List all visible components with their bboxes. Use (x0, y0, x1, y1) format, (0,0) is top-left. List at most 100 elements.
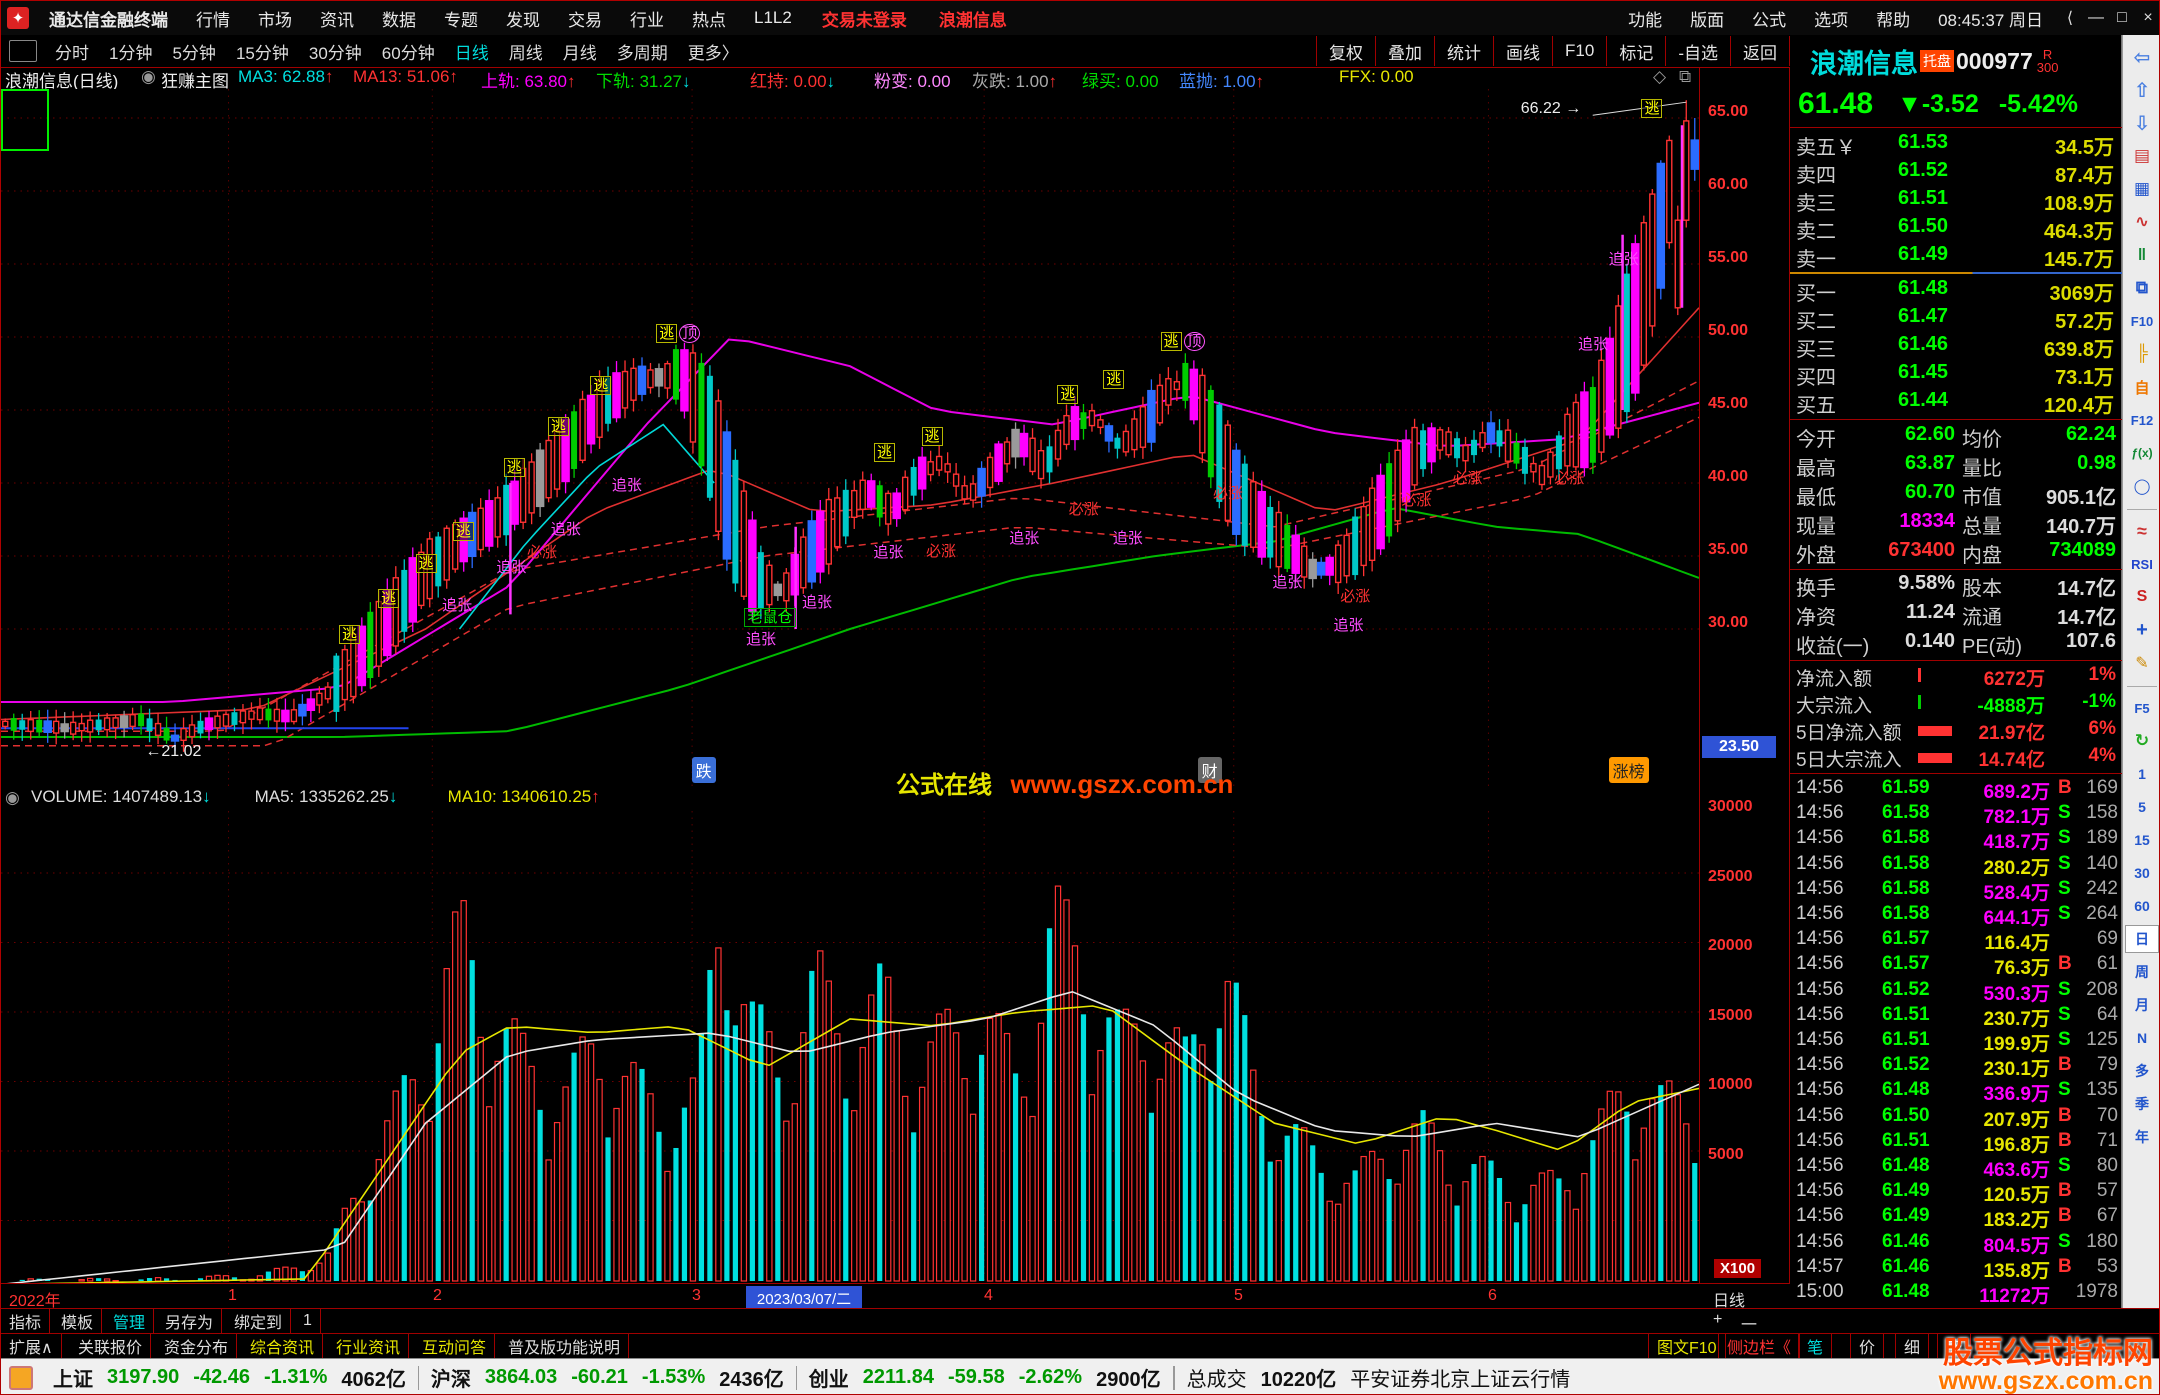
tab-关联报价[interactable]: 关联报价 (70, 1334, 152, 1358)
menu-item-1[interactable]: 市场 (258, 10, 292, 30)
collapse-icon[interactable]: ◉ (141, 67, 156, 86)
back-icon[interactable]: ⇦ (2133, 46, 2151, 69)
menu-item-5[interactable]: 发现 (506, 10, 540, 30)
index-quote-沪深[interactable]: 沪深 3864.03 -60.21 -1.53% 2436亿 (430, 1366, 784, 1391)
menu-right-3[interactable]: 选项 (1814, 10, 1849, 30)
period-tab-30分钟[interactable]: 30分钟 (308, 43, 362, 63)
period-5[interactable]: 5 (2138, 799, 2146, 815)
tab-价[interactable]: 价 (1850, 1334, 1885, 1358)
index-quote-创业[interactable]: 创业 2211.84 -59.58 -2.62% 2900亿 (808, 1366, 1161, 1391)
pages-icon[interactable]: ⧉ (2135, 278, 2149, 297)
menu-item-3[interactable]: 数据 (382, 10, 416, 30)
menu-item-2[interactable]: 资讯 (320, 10, 354, 30)
period-60[interactable]: 60 (2134, 898, 2150, 914)
menu-item-9[interactable]: L1L2 (754, 8, 792, 27)
period-tab-15分钟[interactable]: 15分钟 (235, 43, 289, 63)
f12-button[interactable]: F12 (2130, 412, 2154, 428)
tab-综合资讯[interactable]: 综合资讯 (242, 1334, 324, 1358)
pencil-icon[interactable]: ✎ (2135, 655, 2149, 672)
report-icon[interactable]: ▤ (2133, 146, 2151, 165)
menu-right-0[interactable]: 功能 (1628, 10, 1663, 30)
period-1[interactable]: 1 (2138, 766, 2146, 782)
menu-item-6[interactable]: 交易 (568, 10, 602, 30)
period-n[interactable]: N (2136, 1030, 2148, 1046)
tab-资金分布[interactable]: 资金分布 (156, 1334, 238, 1358)
nav-back-button[interactable]: ⟨ (2066, 10, 2074, 27)
toolbar-button--自选[interactable]: -自选 (1665, 36, 1730, 66)
tab-细[interactable]: 细 (1895, 1334, 1930, 1358)
down-icon[interactable]: ⇩ (2133, 112, 2151, 135)
menu-item-4[interactable]: 专题 (444, 10, 478, 30)
period-day[interactable]: 日 (2125, 925, 2159, 953)
rsi-button[interactable]: RSI (2131, 556, 2153, 572)
order-book-row-buy-3[interactable]: 买三 61.46 639.8万 (1796, 333, 2114, 361)
alert-stock[interactable]: 浪潮信息 (938, 10, 1007, 30)
refresh-icon[interactable]: ↻ (2134, 731, 2150, 750)
period-tab-分时[interactable]: 分时 (55, 43, 89, 63)
trend-line-icon[interactable]: ∿ (2134, 212, 2150, 231)
menu-right-1[interactable]: 版面 (1690, 10, 1725, 30)
tab-指标[interactable]: 指标 (1, 1309, 51, 1333)
tab-侧边栏《[interactable]: 侧边栏《 (1718, 1334, 1801, 1358)
menu-right-2[interactable]: 公式 (1752, 10, 1787, 30)
order-book-row-sell-1[interactable]: 卖一 61.49 145.7万 (1796, 243, 2114, 271)
move-icon[interactable]: + (2136, 618, 2148, 641)
order-book-row-buy-5[interactable]: 买五 61.44 120.4万 (1796, 389, 2114, 417)
toolbar-button-叠加[interactable]: 叠加 (1375, 36, 1434, 66)
period-week[interactable]: 周 (2135, 964, 2149, 980)
order-book-row-sell-4[interactable]: 卖四 61.52 87.4万 (1796, 159, 2114, 187)
period-tab-周线[interactable]: 周线 (508, 43, 543, 63)
zoom-out-button[interactable]: 一 (1741, 1317, 1758, 1334)
maximize-pane-icon[interactable]: ⧉ (1679, 67, 1692, 86)
chat-badge-涨榜[interactable]: 涨榜 (1608, 757, 1649, 783)
status-icon[interactable] (9, 1365, 33, 1390)
period-tab-月线[interactable]: 月线 (562, 43, 597, 63)
chat-badge-跌[interactable]: 跌 (691, 757, 716, 783)
menu-item-0[interactable]: 行情 (196, 10, 230, 30)
self-stock-icon[interactable]: 自 (2134, 379, 2150, 397)
tab-另存为[interactable]: 另存为 (157, 1309, 223, 1333)
restore-button[interactable]: □ (2117, 9, 2127, 26)
tree-icon[interactable]: ╠ (2136, 345, 2148, 362)
tab-图文F10[interactable]: 图文F10 (1648, 1334, 1726, 1358)
period-multi[interactable]: 多 (2135, 1063, 2149, 1079)
tab-绑定到[interactable]: 绑定到 (226, 1309, 292, 1333)
index-quote-上证[interactable]: 上证 3197.90 -42.46 -1.31% 4062亿 (53, 1366, 406, 1391)
signal-icon[interactable]: S (2136, 588, 2148, 605)
order-book-row-buy-4[interactable]: 买四 61.45 73.1万 (1796, 361, 2114, 389)
order-book-row-sell-3[interactable]: 卖三 61.51 108.9万 (1796, 187, 2114, 215)
menu-right-4[interactable]: 帮助 (1876, 10, 1911, 30)
toolbar-button-画线[interactable]: 画线 (1493, 36, 1552, 66)
toolbar-button-F10[interactable]: F10 (1552, 36, 1606, 66)
main-chart[interactable]: 逃逃逃逃逃逃逃逃逃逃逃逃逃顶逃顶追张 追张 追张 追张 追张 追张 追张 追张 追张 追张 追张 追张… (1, 89, 1700, 799)
volume-pane[interactable] (1, 811, 1700, 1286)
period-tab-日线[interactable]: 日线 (454, 43, 489, 63)
tab-扩展∧[interactable]: 扩展∧ (1, 1334, 62, 1358)
kline-icon[interactable]: ‖ (2137, 245, 2147, 264)
waves-icon[interactable]: ≈ (2137, 520, 2147, 541)
tab-管理[interactable]: 管理 (105, 1309, 155, 1333)
menu-item-7[interactable]: 行业 (630, 10, 664, 30)
selected-date-box[interactable]: 2023/03/07/二 (746, 1286, 862, 1311)
alert-login[interactable]: 交易未登录 (821, 10, 907, 30)
formula-icon[interactable]: ƒ(x) (2131, 446, 2153, 460)
order-book-row-sell-2[interactable]: 卖二 61.50 464.3万 (1796, 215, 2114, 243)
zoom-in-button[interactable]: + (1713, 1311, 1723, 1328)
period-tab-多周期[interactable]: 多周期 (616, 43, 668, 63)
tab-笔[interactable]: 笔 (1798, 1334, 1833, 1358)
oval-icon[interactable]: ◯ (2133, 478, 2151, 495)
up-icon[interactable]: ⇧ (2133, 79, 2151, 102)
order-book-row-sell-5[interactable]: 卖五￥ 61.53 34.5万 (1796, 131, 2114, 159)
toolbar-button-统计[interactable]: 统计 (1434, 36, 1493, 66)
tab-互动问答[interactable]: 互动问答 (414, 1334, 496, 1358)
period-tab-更多〉[interactable]: 更多〉 (687, 43, 739, 63)
minimize-button[interactable]: — (2088, 9, 2104, 26)
period-month[interactable]: 月 (2135, 997, 2149, 1013)
period-tab-1分钟[interactable]: 1分钟 (109, 43, 153, 63)
order-book-row-buy-1[interactable]: 买一 61.48 3069万 (1796, 277, 2114, 305)
chat-badge-财[interactable]: 财 (1197, 757, 1222, 783)
period-tab-5分钟[interactable]: 5分钟 (172, 43, 216, 63)
toolbar-button-复权[interactable]: 复权 (1316, 36, 1375, 66)
order-book-row-buy-2[interactable]: 买二 61.47 57.2万 (1796, 305, 2114, 333)
tab-普及版功能说明[interactable]: 普及版功能说明 (500, 1334, 630, 1358)
